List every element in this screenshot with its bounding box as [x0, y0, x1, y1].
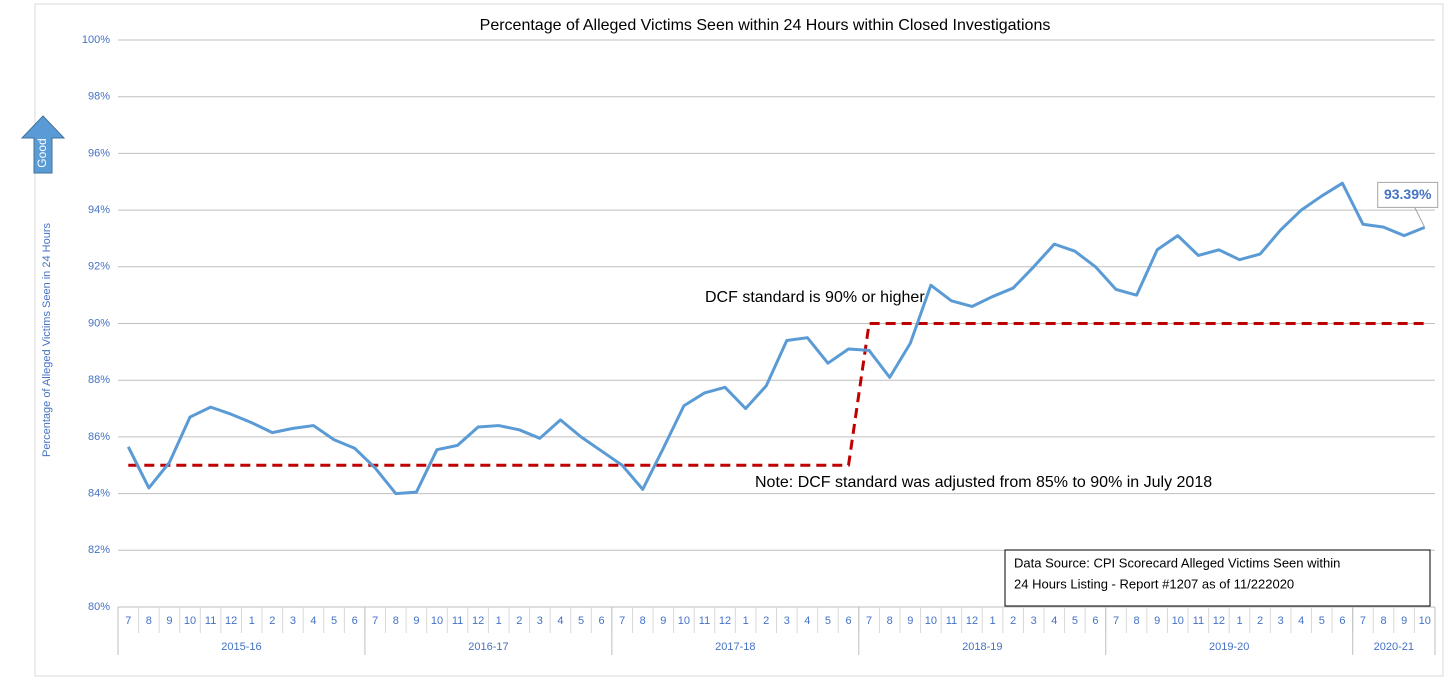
- x-tick-label: 7: [125, 615, 131, 627]
- x-tick-label: 10: [431, 615, 443, 627]
- x-tick-label: 8: [146, 615, 152, 627]
- x-tick-label: 1: [743, 615, 749, 627]
- x-tick-label: 5: [825, 615, 831, 627]
- x-tick-label: 12: [225, 615, 237, 627]
- y-tick-label: 100%: [82, 34, 110, 46]
- x-tick-label: 12: [719, 615, 731, 627]
- x-tick-label: 12: [472, 615, 484, 627]
- x-tick-label: 3: [1031, 615, 1037, 627]
- x-tick-label: 8: [393, 615, 399, 627]
- x-tick-label: 12: [1213, 615, 1225, 627]
- chart-title: Percentage of Alleged Victims Seen withi…: [480, 17, 1051, 34]
- x-tick-label: 9: [1154, 615, 1160, 627]
- x-tick-label: 7: [1360, 615, 1366, 627]
- source-text: Data Source: CPI Scorecard Alleged Victi…: [1014, 555, 1340, 570]
- y-axis-label: Percentage of Alleged Victims Seen in 24…: [41, 223, 53, 457]
- x-tick-label: 6: [352, 615, 358, 627]
- x-tick-label: 8: [887, 615, 893, 627]
- x-tick-label: 11: [946, 615, 957, 627]
- data-label: 93.39%: [1384, 186, 1432, 202]
- x-tick-label: 9: [1401, 615, 1407, 627]
- x-tick-label: 3: [1278, 615, 1284, 627]
- x-tick-label: 4: [310, 615, 316, 627]
- arrow-label: Good: [35, 138, 49, 167]
- group-label: 2019-20: [1209, 641, 1249, 653]
- x-tick-label: 11: [205, 615, 216, 627]
- x-tick-label: 1: [496, 615, 502, 627]
- x-tick-label: 3: [537, 615, 543, 627]
- data-line: [126, 181, 1426, 496]
- group-label: 2015-16: [221, 641, 261, 653]
- x-tick-label: 8: [1380, 615, 1386, 627]
- x-tick-label: 6: [845, 615, 851, 627]
- x-tick-label: 6: [1092, 615, 1098, 627]
- x-tick-label: 9: [660, 615, 666, 627]
- x-tick-label: 10: [925, 615, 937, 627]
- x-tick-label: 6: [1339, 615, 1345, 627]
- x-tick-label: 2: [1257, 615, 1263, 627]
- x-tick-label: 7: [372, 615, 378, 627]
- x-tick-label: 11: [1193, 615, 1204, 627]
- x-tick-label: 6: [599, 615, 605, 627]
- x-tick-label: 2: [1010, 615, 1016, 627]
- good-arrow: Good: [20, 115, 66, 174]
- x-tick-label: 10: [1419, 615, 1431, 627]
- source-box: [1004, 549, 1431, 607]
- group-label: 2016-17: [468, 641, 508, 653]
- x-tick-label: 9: [907, 615, 913, 627]
- y-tick-label: 80%: [88, 601, 110, 613]
- y-tick-label: 98%: [88, 91, 110, 103]
- standard-line: [128, 322, 1425, 467]
- x-tick-label: 1: [249, 615, 255, 627]
- x-tick-label: 4: [557, 615, 563, 627]
- x-tick-label: 7: [619, 615, 625, 627]
- label-leader: [1414, 207, 1426, 228]
- y-tick-label: 86%: [88, 431, 110, 443]
- x-tick-label: 8: [640, 615, 646, 627]
- x-tick-label: 4: [804, 615, 810, 627]
- x-tick-label: 2: [516, 615, 522, 627]
- x-tick-label: 4: [1298, 615, 1304, 627]
- x-tick-label: 10: [184, 615, 196, 627]
- y-tick-label: 82%: [88, 544, 110, 556]
- y-tick-label: 96%: [88, 147, 110, 159]
- x-tick-label: 11: [452, 615, 463, 627]
- x-tick-label: 5: [331, 615, 337, 627]
- x-tick-label: 12: [966, 615, 978, 627]
- x-tick-label: 1: [990, 615, 996, 627]
- group-label: 2017-18: [715, 641, 755, 653]
- x-tick-label: 5: [578, 615, 584, 627]
- x-tick-label: 7: [866, 615, 872, 627]
- x-tick-label: 5: [1072, 615, 1078, 627]
- source-text: 24 Hours Listing - Report #1207 as of 11…: [1014, 576, 1294, 591]
- group-label: 2018-19: [962, 641, 1002, 653]
- arrow-shape: [20, 115, 66, 174]
- y-tick-label: 84%: [88, 488, 110, 500]
- y-tick-label: 90%: [88, 317, 110, 329]
- x-tick-label: 9: [413, 615, 419, 627]
- x-tick-label: 2: [269, 615, 275, 627]
- x-tick-label: 10: [678, 615, 690, 627]
- x-tick-label: 7: [1113, 615, 1119, 627]
- x-tick-label: 1: [1236, 615, 1242, 627]
- y-tick-label: 92%: [88, 261, 110, 273]
- y-tick-label: 88%: [88, 374, 110, 386]
- label-box: [1377, 181, 1439, 208]
- x-tick-label: 8: [1134, 615, 1140, 627]
- x-tick-label: 2: [763, 615, 769, 627]
- x-tick-label: 10: [1172, 615, 1184, 627]
- x-tick-label: 9: [166, 615, 172, 627]
- x-tick-label: 11: [699, 615, 710, 627]
- x-tick-label: 4: [1051, 615, 1057, 627]
- x-tick-label: 3: [784, 615, 790, 627]
- annotation: DCF standard is 90% or higher: [705, 289, 925, 306]
- annotation: Note: DCF standard was adjusted from 85%…: [755, 474, 1212, 491]
- group-label: 2020-21: [1374, 641, 1414, 653]
- chart-border: [34, 3, 1444, 677]
- x-tick-label: 3: [290, 615, 296, 627]
- y-tick-label: 94%: [88, 204, 110, 216]
- x-tick-label: 5: [1319, 615, 1325, 627]
